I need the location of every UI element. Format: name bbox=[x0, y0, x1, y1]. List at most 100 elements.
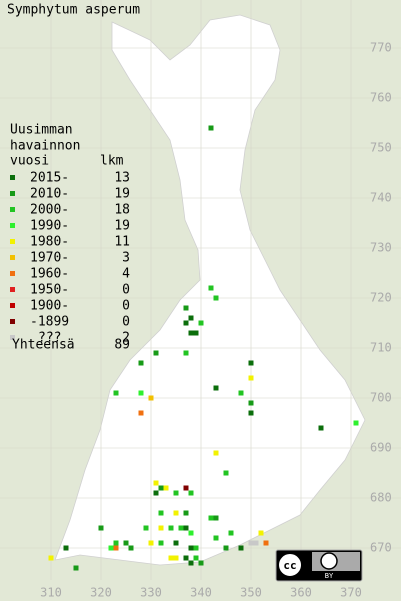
x-tick-label: 320 bbox=[90, 586, 112, 600]
legend: 2015- 13 2010- 19 2000- 18 1990- 19 1980- 11 1970-… bbox=[10, 171, 130, 346]
total-label: Yhteensä bbox=[12, 338, 75, 353]
x-tick-label: 350 bbox=[240, 586, 262, 600]
observation-square bbox=[183, 555, 189, 561]
y-tick-label: 760 bbox=[370, 91, 392, 105]
observation-square bbox=[208, 125, 214, 131]
observation-square bbox=[183, 305, 189, 311]
observation-square bbox=[198, 320, 204, 326]
legend-swatch bbox=[10, 191, 15, 196]
legend-count: 19 bbox=[114, 187, 130, 202]
observation-square bbox=[228, 530, 234, 536]
legend-swatch bbox=[10, 255, 15, 260]
observation-square bbox=[183, 350, 189, 356]
y-tick-label: 700 bbox=[370, 391, 392, 405]
observation-square bbox=[153, 480, 159, 486]
legend-label: 1950- bbox=[30, 283, 69, 298]
legend-count: 0 bbox=[122, 283, 130, 298]
observation-square bbox=[198, 560, 204, 566]
observation-square bbox=[113, 540, 119, 546]
observation-square bbox=[258, 530, 264, 536]
observation-square bbox=[248, 410, 254, 416]
x-tick-label: 360 bbox=[290, 586, 312, 600]
by-icon bbox=[320, 552, 338, 570]
observation-square bbox=[248, 360, 254, 366]
observation-square bbox=[173, 540, 179, 546]
legend-label: 2010- bbox=[30, 187, 69, 202]
observation-square bbox=[138, 390, 144, 396]
observation-square bbox=[193, 555, 199, 561]
total: 89 bbox=[114, 338, 130, 353]
observation-square bbox=[213, 450, 219, 456]
observation-square bbox=[138, 360, 144, 366]
legend-count: 4 bbox=[122, 267, 130, 282]
observation-square bbox=[183, 485, 189, 491]
observation-square bbox=[173, 555, 179, 561]
observation-square bbox=[188, 490, 194, 496]
legend-swatch bbox=[10, 223, 15, 228]
y-tick-label: 730 bbox=[370, 241, 392, 255]
observation-square bbox=[128, 545, 134, 551]
legend-swatch bbox=[10, 287, 15, 292]
legend-swatch bbox=[10, 271, 15, 276]
observation-square bbox=[223, 470, 229, 476]
y-tick-label: 670 bbox=[370, 541, 392, 555]
legend-count: 3 bbox=[122, 251, 130, 266]
y-tick-label: 690 bbox=[370, 441, 392, 455]
cc-text: cc bbox=[283, 559, 296, 572]
license-badge[interactable]: cc BY bbox=[275, 549, 363, 582]
x-tick-label: 330 bbox=[140, 586, 162, 600]
observation-square bbox=[168, 555, 174, 561]
observation-square bbox=[123, 540, 129, 546]
legend-label: 1900- bbox=[30, 299, 69, 314]
observation-square bbox=[193, 330, 199, 336]
observation-square bbox=[153, 350, 159, 356]
observation-square bbox=[263, 540, 269, 546]
title: Symphytum asperum bbox=[7, 3, 140, 18]
y-tick-label: 680 bbox=[370, 491, 392, 505]
observation-square bbox=[248, 375, 254, 381]
legend-swatch bbox=[10, 303, 15, 308]
observation-square bbox=[173, 490, 179, 496]
legend-heading: havainnon bbox=[10, 139, 80, 154]
y-tick-label: 720 bbox=[370, 291, 392, 305]
observation-square bbox=[183, 320, 189, 326]
by-text: BY bbox=[325, 572, 334, 580]
legend-count: 0 bbox=[122, 315, 130, 330]
observation-square bbox=[248, 400, 254, 406]
observation-square bbox=[173, 510, 179, 516]
legend-heading: Uusimman bbox=[10, 123, 73, 138]
legend-label: 1990- bbox=[30, 219, 69, 234]
legend-label: 1970- bbox=[30, 251, 69, 266]
legend-heading: vuosi bbox=[10, 154, 49, 169]
observation-square bbox=[158, 510, 164, 516]
legend-label: -1899 bbox=[30, 315, 69, 330]
observation-square bbox=[208, 515, 214, 521]
legend-swatch bbox=[10, 207, 15, 212]
x-tick-label: 310 bbox=[40, 586, 62, 600]
observation-square bbox=[143, 525, 149, 531]
observation-square bbox=[158, 525, 164, 531]
observation-square bbox=[163, 485, 169, 491]
observation-square bbox=[158, 540, 164, 546]
legend-count: 0 bbox=[122, 299, 130, 314]
legend-label: 1960- bbox=[30, 267, 69, 282]
legend-swatch bbox=[10, 319, 15, 324]
observation-square bbox=[353, 420, 359, 426]
cc-icon bbox=[277, 552, 303, 578]
observation-square bbox=[158, 485, 164, 491]
observation-square bbox=[183, 510, 189, 516]
y-tick-label: 710 bbox=[370, 341, 392, 355]
observation-square bbox=[213, 515, 219, 521]
observation-square bbox=[183, 525, 189, 531]
legend-label: ??? bbox=[38, 331, 61, 346]
observation-square bbox=[223, 545, 229, 551]
grid bbox=[0, 0, 401, 580]
legend-swatch bbox=[10, 335, 15, 340]
observation-square bbox=[148, 395, 154, 401]
observation-square bbox=[213, 295, 219, 301]
observation-square bbox=[98, 525, 104, 531]
observation-square bbox=[213, 535, 219, 541]
observation-square bbox=[138, 410, 144, 416]
observation-square bbox=[153, 490, 159, 496]
